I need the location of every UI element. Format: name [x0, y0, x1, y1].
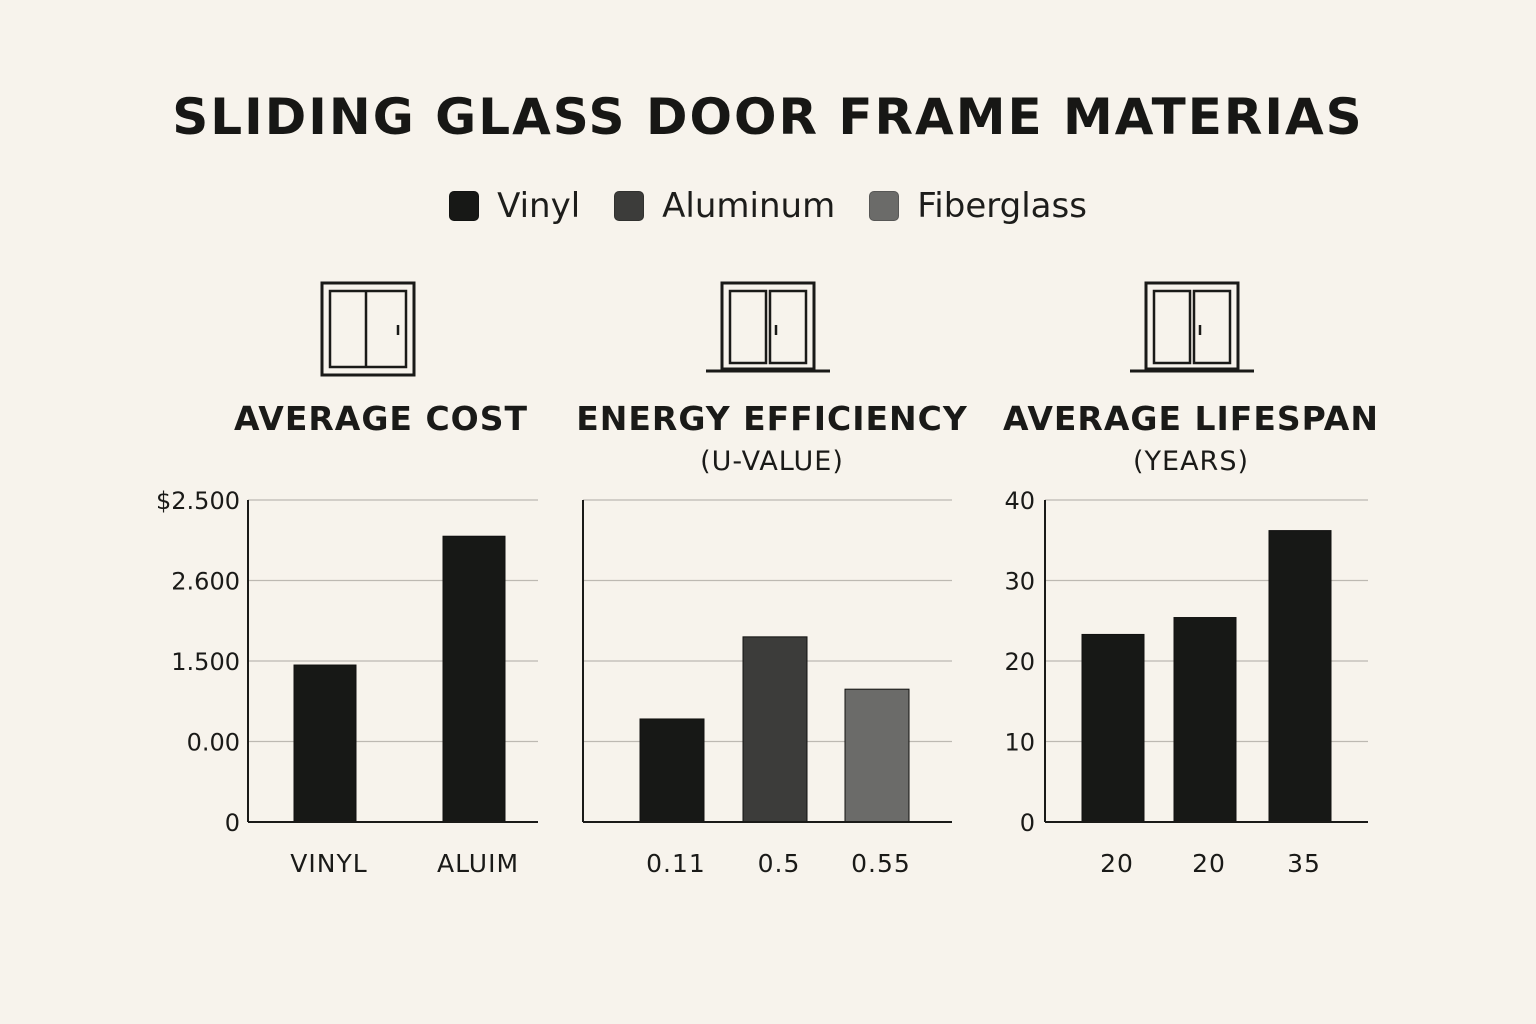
y-tick-label: $2.500	[156, 487, 240, 515]
category-label: 20	[1192, 849, 1226, 878]
sliding-door-icon	[706, 281, 830, 373]
y-tick-label: 40	[1004, 487, 1035, 515]
chart-3: AVERAGE LIFESPAN (YEARS) 0 10 20 30 40 20 20 35	[1003, 399, 1379, 878]
bar	[1268, 530, 1332, 823]
category-label: ALUIM	[437, 849, 519, 878]
legend-item-aluminum: Aluminum	[614, 186, 835, 226]
chart-subtitle: (U-VALUE)	[700, 446, 844, 477]
bar	[1173, 617, 1237, 823]
bar	[844, 688, 910, 823]
legend-swatch-vinyl	[449, 191, 480, 221]
sliding-door-window-icon	[320, 281, 416, 377]
legend: Vinyl Aluminum Fiberglass	[0, 186, 1536, 226]
bar	[293, 664, 357, 823]
category-label: 35	[1287, 849, 1321, 878]
sliding-door-icon	[1130, 281, 1254, 373]
category-label: 0.11	[646, 849, 706, 878]
legend-label-vinyl: Vinyl	[497, 186, 581, 226]
y-tick-label: 0	[225, 809, 240, 837]
y-tick-label: 20	[1004, 648, 1035, 676]
legend-label-fiberglass: Fiberglass	[917, 186, 1087, 226]
y-tick-label: 0	[1020, 809, 1035, 837]
legend-label-aluminum: Aluminum	[662, 186, 836, 226]
chart-1: AVERAGE COST 0 0.00 1.500 2.600 $2.500 VINYL AL…	[156, 399, 538, 878]
y-tick-label: 2.600	[171, 568, 240, 596]
bar	[442, 535, 506, 823]
chart-title: AVERAGE LIFESPAN	[1003, 399, 1379, 438]
category-label: 0.55	[851, 849, 911, 878]
category-label: 20	[1100, 849, 1134, 878]
y-tick-label: 30	[1004, 568, 1035, 596]
legend-item-fiberglass: Fiberglass	[869, 186, 1087, 226]
y-tick-label: 1.500	[171, 648, 240, 676]
bar	[742, 636, 808, 823]
main-title: SLIDING GLASS DOOR FRAME MATERIAS	[172, 88, 1364, 146]
legend-item-vinyl: Vinyl	[449, 186, 580, 226]
chart-subtitle: (YEARS)	[1133, 446, 1249, 477]
legend-swatch-aluminum	[614, 191, 645, 221]
y-tick-label: 0.00	[187, 729, 240, 757]
bar	[639, 718, 705, 823]
chart-title: AVERAGE COST	[234, 399, 528, 438]
category-label: VINYL	[290, 849, 367, 878]
y-tick-label: 10	[1004, 729, 1035, 757]
chart-title: ENERGY EFFICIENCY	[576, 399, 968, 438]
chart-2: ENERGY EFFICIENCY (U-VALUE) 0.11 0.5 0.55	[576, 399, 968, 878]
category-label: 0.5	[758, 849, 801, 878]
charts-layer: AVERAGE COST 0 0.00 1.500 2.600 $2.500 VINYL AL…	[156, 399, 1379, 878]
legend-swatch-fiberglass	[869, 191, 900, 221]
bar	[1081, 633, 1145, 823]
icons-layer	[320, 281, 1254, 377]
